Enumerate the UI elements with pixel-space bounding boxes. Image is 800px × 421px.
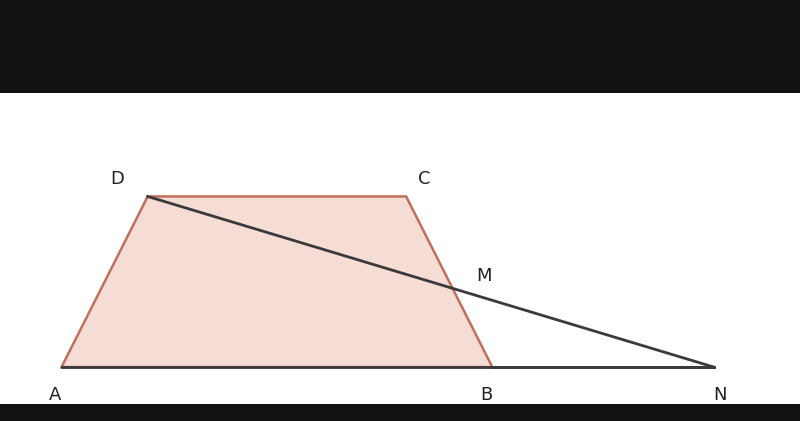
Text: M: M	[476, 267, 492, 285]
Text: B: B	[480, 386, 492, 404]
Text: D: D	[110, 170, 124, 188]
Text: A: A	[49, 386, 62, 404]
Text: C: C	[418, 170, 431, 188]
Polygon shape	[62, 197, 492, 367]
Text: N: N	[714, 386, 726, 404]
